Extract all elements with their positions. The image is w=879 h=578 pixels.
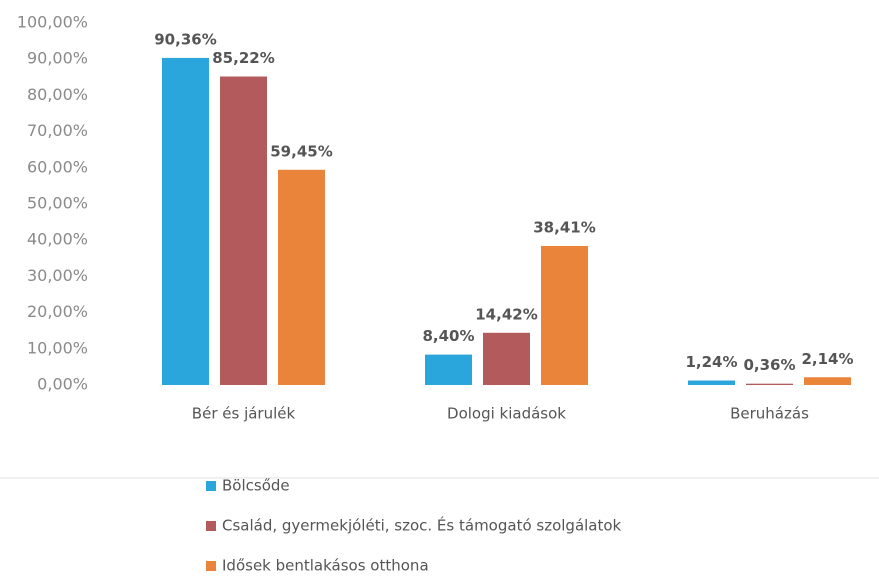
legend-label: Idősek bentlakásos otthona bbox=[222, 557, 429, 575]
y-tick-label: 40,00% bbox=[27, 230, 88, 249]
y-tick-label: 80,00% bbox=[27, 85, 88, 104]
value-label: 14,42% bbox=[475, 305, 537, 323]
bar bbox=[541, 245, 588, 385]
value-label: 8,40% bbox=[422, 327, 474, 345]
legend-label: Bölcsőde bbox=[222, 477, 290, 495]
bar bbox=[220, 76, 267, 385]
value-label: 59,45% bbox=[270, 142, 332, 160]
y-tick-label: 60,00% bbox=[27, 157, 88, 176]
legend-swatch bbox=[206, 521, 216, 531]
bar bbox=[162, 57, 209, 386]
legend-swatch bbox=[206, 481, 216, 491]
y-tick-label: 20,00% bbox=[27, 302, 88, 321]
y-tick-label: 50,00% bbox=[27, 194, 88, 213]
bar bbox=[804, 377, 851, 385]
bar bbox=[746, 383, 793, 385]
legend-label: Család, gyermekjóléti, szoc. És támogató… bbox=[222, 516, 622, 535]
x-tick-label: Beruházás bbox=[730, 405, 809, 423]
y-tick-label: 70,00% bbox=[27, 121, 88, 140]
value-label: 0,36% bbox=[743, 356, 795, 374]
y-tick-label: 0,00% bbox=[37, 375, 88, 394]
value-label: 90,36% bbox=[154, 30, 216, 48]
bar bbox=[688, 380, 735, 385]
legend-swatch bbox=[206, 561, 216, 571]
value-label: 85,22% bbox=[212, 49, 274, 67]
y-tick-label: 10,00% bbox=[27, 338, 88, 357]
value-label: 38,41% bbox=[533, 218, 595, 236]
y-tick-label: 100,00% bbox=[17, 13, 88, 32]
y-tick-label: 30,00% bbox=[27, 266, 88, 285]
bar bbox=[483, 332, 530, 385]
x-tick-label: Dologi kiadások bbox=[447, 405, 566, 423]
bar bbox=[278, 169, 325, 385]
x-tick-label: Bér és járulék bbox=[192, 405, 296, 423]
value-label: 1,24% bbox=[685, 353, 737, 371]
y-tick-label: 90,00% bbox=[27, 49, 88, 68]
value-label: 2,14% bbox=[801, 350, 853, 368]
bar bbox=[425, 354, 472, 385]
